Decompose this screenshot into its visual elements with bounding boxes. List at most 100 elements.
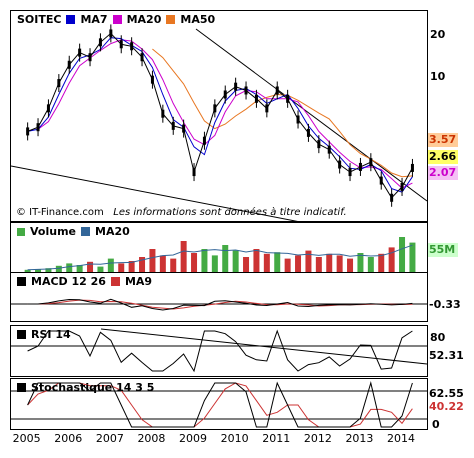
volume-bar (87, 261, 94, 273)
volume-bar (191, 253, 198, 273)
macd-tag: -0.33 (429, 298, 461, 311)
volume-bar (180, 241, 187, 273)
volume-bar (45, 268, 52, 273)
ma50-swatch (166, 15, 176, 24)
volume-bar (243, 257, 250, 273)
ma7-label: MA7 (80, 13, 108, 26)
volume-bar (211, 255, 218, 273)
volume-bar (76, 265, 83, 273)
x-tick-label: 2008 (137, 432, 166, 445)
rsi-trendline (100, 328, 427, 365)
volume-ma-swatch (81, 227, 90, 236)
volume-bar (35, 269, 42, 273)
volume-bar (274, 252, 281, 273)
resistance-tag: 3.57 (428, 133, 458, 147)
copyright-text: © IT-Finance.com (16, 207, 104, 218)
rsi-panel: RSI 14 (10, 325, 428, 377)
volume-bar (284, 258, 291, 273)
x-tick-label: 2010 (220, 432, 249, 445)
macd-chart (11, 298, 427, 311)
macd-label: MACD 12 26 (31, 275, 106, 288)
volume-bar (128, 261, 135, 273)
volume-bar (326, 253, 333, 273)
stoch-chart (11, 381, 427, 428)
volume-bar (24, 269, 31, 273)
volume-bar (263, 253, 270, 273)
volume-bar (159, 255, 166, 273)
x-tick-label: 2014 (387, 432, 416, 445)
volume-bar (222, 245, 229, 273)
volume-panel: Volume MA20 (10, 222, 428, 276)
volume-bar (201, 249, 208, 273)
volume-bar (388, 247, 395, 273)
stoch-y-label: 0 (432, 418, 440, 431)
ma20-label: MA20 (126, 13, 162, 26)
copyright-note: © IT-Finance.com Les informations sont d… (16, 207, 347, 218)
volume-legend: Volume MA20 (17, 225, 130, 238)
volume-bar (66, 263, 73, 273)
volume-bar (118, 263, 125, 273)
support-trendline (11, 165, 298, 221)
y-label-20: 20 (430, 28, 446, 41)
rsi-legend: RSI 14 (17, 328, 71, 341)
volume-bar (149, 249, 156, 273)
ma20-swatch (112, 15, 122, 24)
ma7-swatch (66, 15, 76, 24)
volume-bar (170, 258, 177, 273)
volume-chart (24, 237, 416, 273)
price-tag: 2.66 (428, 150, 458, 164)
volume-ma-line (27, 244, 413, 271)
ma50-line (152, 48, 413, 178)
price-legend: SOITEC MA7 MA20 MA50 (17, 13, 215, 26)
volume-tag: 55M (428, 243, 458, 257)
macd-panel: MACD 12 26 MA9 (10, 272, 428, 322)
volume-bar (295, 255, 302, 273)
ma50-label: MA50 (180, 13, 216, 26)
macd-swatch (17, 277, 26, 286)
volume-ma-label: MA20 (95, 225, 130, 238)
rsi-tag: 52.31 (429, 349, 464, 362)
macd-signal-label: MA9 (124, 275, 153, 288)
rsi-label: RSI 14 (31, 328, 71, 341)
x-tick-label: 2013 (345, 432, 374, 445)
y-label-10: 10 (430, 70, 446, 83)
macd-legend: MACD 12 26 MA9 (17, 275, 152, 288)
stoch-tag-d: 40.22 (429, 400, 464, 413)
rsi-y-label: 80 (430, 331, 446, 344)
macd-signal-swatch (110, 277, 120, 286)
stoch-legend: Stochastique 14 3 5 (17, 381, 154, 394)
volume-bar (107, 258, 114, 273)
volume-bar (367, 257, 374, 273)
volume-bar (315, 257, 322, 273)
stoch-tag-k: 62.55 (429, 387, 464, 400)
x-tick-label: 2012 (303, 432, 332, 445)
volume-bar (232, 250, 239, 273)
symbol-label: SOITEC (17, 13, 62, 26)
volume-bar (253, 249, 260, 273)
volume-bar (55, 265, 62, 273)
rsi-swatch (17, 330, 26, 339)
volume-bar (347, 258, 354, 273)
volume-bar (139, 257, 146, 273)
x-tick-label: 2005 (12, 432, 41, 445)
rsi-line (27, 329, 413, 373)
x-tick-label: 2009 (179, 432, 208, 445)
stoch-k-line (27, 381, 413, 428)
volume-label: Volume (30, 225, 76, 238)
resistance-trendline (195, 28, 427, 202)
stoch-panel: Stochastique 14 3 5 (10, 378, 428, 430)
disclaimer-text: Les informations sont données à titre in… (113, 207, 347, 218)
volume-bar (409, 242, 416, 273)
stoch-swatch (17, 383, 26, 392)
support-tag: 2.07 (428, 166, 458, 180)
volume-bar (305, 250, 312, 273)
rsi-chart (11, 328, 427, 373)
x-tick-label: 2011 (262, 432, 291, 445)
volume-bar (357, 253, 364, 273)
volume-bar (336, 255, 343, 273)
x-tick-label: 2006 (54, 432, 83, 445)
bar-icon (17, 227, 25, 236)
price-line (27, 32, 413, 199)
volume-bar (97, 266, 104, 273)
volume-bar (399, 237, 406, 273)
